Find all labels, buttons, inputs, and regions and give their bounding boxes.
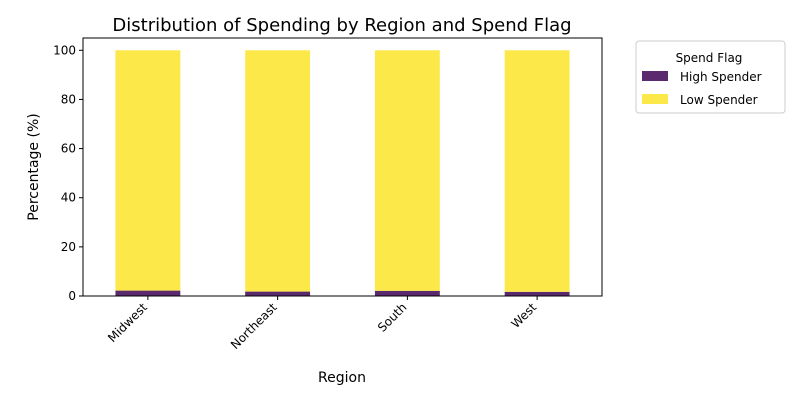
bar-high-spender-south [374,290,440,296]
bar-high-spender-midwest [115,290,181,296]
chart-title: Distribution of Spending by Region and S… [112,15,571,36]
y-axis-label: Percentage (%) [26,113,42,220]
plot-frame [82,37,603,297]
bar-low-spender-northeast [245,50,311,292]
bar-high-spender-northeast [245,291,311,296]
bars-group [115,50,570,296]
y-tick-label: 60 [61,142,76,156]
legend-swatch-high-spender [642,71,668,81]
legend-title: Spend Flag [676,51,743,65]
legend-frame [635,40,786,114]
x-tick-label-midwest: Midwest [105,300,150,345]
y-tick-label: 20 [61,240,76,254]
y-tick-label: 100 [53,43,76,57]
x-tick-label-northeast: Northeast [228,300,280,352]
x-tick-label-west: West [508,300,539,331]
x-axis-label: Region [318,370,366,386]
legend-label-low-spender: Low Spender [680,93,758,107]
x-tick-label-south: South [375,300,410,335]
bar-low-spender-south [374,50,440,291]
legend: Spend Flag High Spender Low Spender [635,40,786,114]
bar-high-spender-west [504,291,570,296]
legend-label-high-spender: High Spender [680,70,762,84]
x-axis: Midwest Northeast South West [105,296,539,352]
bar-low-spender-midwest [115,50,181,291]
y-tick-label: 80 [61,92,76,106]
y-tick-label: 40 [61,191,76,205]
legend-swatch-low-spender [642,94,668,104]
bar-low-spender-west [504,50,570,292]
y-axis: 0 20 40 60 80 100 [53,43,83,303]
y-tick-label: 0 [68,289,76,303]
